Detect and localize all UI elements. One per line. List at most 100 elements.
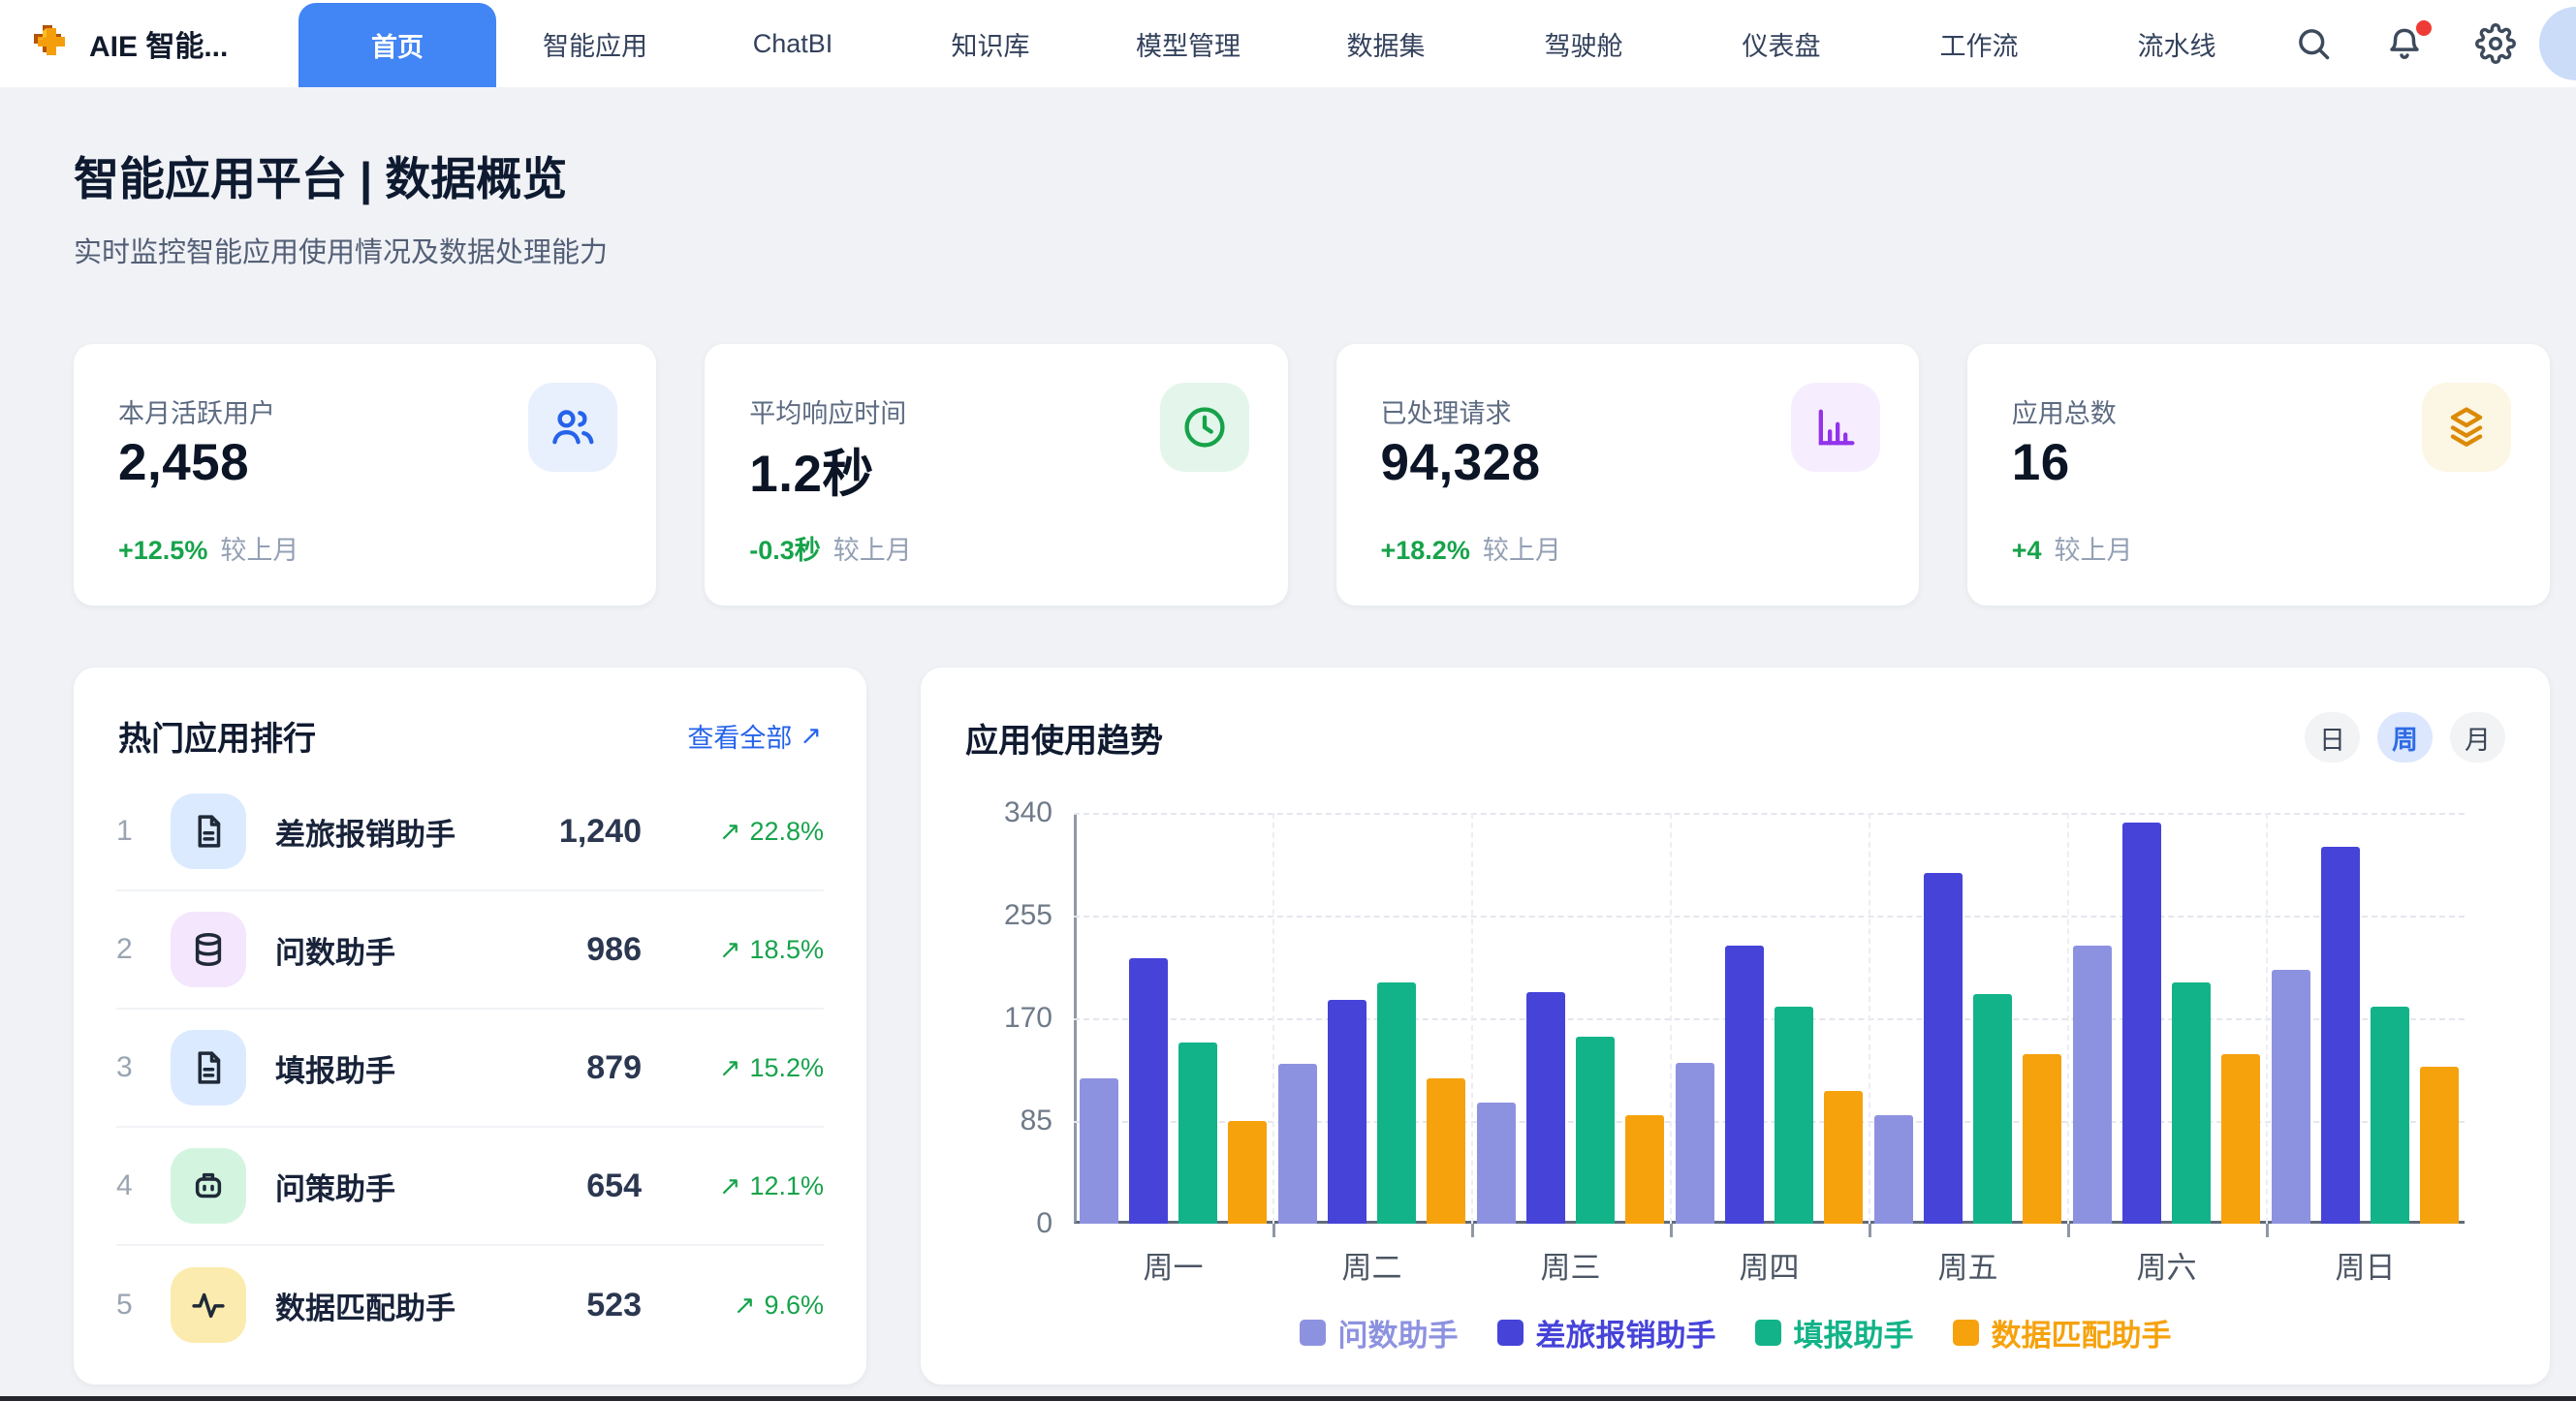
users-icon bbox=[528, 383, 618, 472]
bar-差旅报销助手-周日[interactable] bbox=[2321, 846, 2360, 1224]
x-axis-labels: 周一 周二 周三 周四 周五 周六 周日 bbox=[1074, 1243, 2465, 1287]
database-icon bbox=[171, 912, 246, 987]
stat-label: 本月活跃用户 bbox=[118, 399, 275, 428]
nav-tab-4[interactable]: 知识库 bbox=[951, 31, 1030, 61]
bar-数据匹配助手-周一[interactable] bbox=[1228, 1121, 1267, 1224]
bar-问数助手-周六[interactable] bbox=[2073, 946, 2112, 1224]
nav-tab-2[interactable]: 智能应用 bbox=[543, 31, 647, 61]
growth-percent: 15.2% bbox=[749, 1052, 824, 1082]
stat-value: 1.2秒 bbox=[749, 446, 874, 503]
bar-差旅报销助手-周一[interactable] bbox=[1129, 957, 1168, 1224]
legend-label: 问数助手 bbox=[1337, 1319, 1459, 1353]
gear-icon[interactable] bbox=[2475, 23, 2516, 64]
period-toggle-1[interactable]: 日 bbox=[2305, 712, 2360, 763]
gridline-x bbox=[1670, 813, 1672, 1224]
nav-tabs: 首页 智能应用 ChatBI 知识库 模型管理 数据集 驾驶舱 仪表盘 工作流 流水线 bbox=[298, 0, 2276, 87]
bar-填报助手-周五[interactable] bbox=[1973, 994, 2012, 1224]
bar-chart-icon bbox=[1790, 383, 1880, 472]
bar-问数助手-周日[interactable] bbox=[2272, 970, 2310, 1224]
stat-cards-row: 本月活跃用户 2,458 +12.5% 较上月 平均响应时间 1.2秒 -0.3秒 较上月 已处… bbox=[74, 344, 2550, 606]
x-axis-tick bbox=[1272, 1224, 1275, 1237]
period-toggle-2[interactable]: 周 bbox=[2377, 712, 2433, 763]
bar-差旅报销助手-周二[interactable] bbox=[1328, 1000, 1367, 1224]
trend-up-icon: ↗ bbox=[718, 934, 741, 964]
growth-percent: 12.1% bbox=[749, 1170, 824, 1200]
bar-问数助手-周一[interactable] bbox=[1080, 1078, 1118, 1224]
gridline-x bbox=[1869, 813, 1870, 1224]
bar-差旅报销助手-周五[interactable] bbox=[1924, 873, 1963, 1224]
app-rank-row-5[interactable]: 5 数据匹配助手 523 ↗ 9.6% bbox=[116, 1246, 824, 1364]
bar-差旅报销助手-周六[interactable] bbox=[2122, 823, 2161, 1224]
nav-tab-1[interactable]: 首页 bbox=[298, 3, 496, 87]
user-avatar[interactable] bbox=[2539, 7, 2576, 80]
nav-tab-8[interactable]: 仪表盘 bbox=[1742, 31, 1821, 61]
bar-group-周五 bbox=[1869, 813, 2067, 1224]
app-rank-row-4[interactable]: 4 问策助手 654 ↗ 12.1% bbox=[116, 1128, 824, 1246]
bar-差旅报销助手-周四[interactable] bbox=[1725, 946, 1764, 1224]
bar-数据匹配助手-周三[interactable] bbox=[1625, 1114, 1664, 1224]
stat-delta-row: -0.3秒 较上月 bbox=[749, 529, 912, 567]
y-axis-tick-label: 255 bbox=[1003, 899, 1052, 931]
notification-dot bbox=[2412, 16, 2435, 40]
app-rank-row-2[interactable]: 2 问数助手 986 ↗ 18.5% bbox=[116, 891, 824, 1010]
app-rank-row-3[interactable]: 3 填报助手 879 ↗ 15.2% bbox=[116, 1010, 824, 1128]
bar-填报助手-周二[interactable] bbox=[1377, 981, 1416, 1224]
bar-数据匹配助手-周二[interactable] bbox=[1427, 1078, 1465, 1224]
app-growth: ↗ 15.2% bbox=[676, 1053, 824, 1083]
nav-tab-6[interactable]: 数据集 bbox=[1346, 31, 1426, 61]
gridline-x bbox=[2067, 813, 2069, 1224]
bar-填报助手-周六[interactable] bbox=[2172, 981, 2211, 1224]
bar-数据匹配助手-周四[interactable] bbox=[1824, 1090, 1863, 1224]
y-axis-tick-label: 340 bbox=[1003, 796, 1052, 828]
view-all-link[interactable]: 查看全部 ↗ bbox=[687, 717, 822, 755]
bar-差旅报销助手-周三[interactable] bbox=[1526, 991, 1565, 1224]
bar-数据匹配助手-周五[interactable] bbox=[2023, 1054, 2061, 1224]
legend-label: 数据匹配助手 bbox=[1991, 1319, 2172, 1353]
stat-label: 已处理请求 bbox=[1380, 399, 1512, 428]
bar-问数助手-周三[interactable] bbox=[1477, 1103, 1516, 1224]
legend-item-2[interactable]: 差旅报销助手 bbox=[1496, 1311, 1716, 1354]
bar-数据匹配助手-周六[interactable] bbox=[2221, 1054, 2260, 1224]
document-icon bbox=[171, 794, 246, 869]
nav-tab-3[interactable]: ChatBI bbox=[752, 28, 833, 58]
nav-tab-10[interactable]: 流水线 bbox=[2137, 31, 2216, 61]
legend-item-3[interactable]: 填报助手 bbox=[1754, 1311, 1914, 1354]
legend-label: 填报助手 bbox=[1793, 1319, 1914, 1353]
bar-填报助手-周四[interactable] bbox=[1775, 1006, 1813, 1224]
bar-问数助手-周五[interactable] bbox=[1874, 1114, 1913, 1224]
bar-填报助手-周一[interactable] bbox=[1178, 1042, 1217, 1224]
panels-row: 热门应用排行 查看全部 ↗ 1 差旅报销助手 1,240 ↗ 22.8% 2 问数助手 986… bbox=[74, 668, 2550, 1385]
growth-percent: 18.5% bbox=[749, 934, 824, 964]
bar-填报助手-周三[interactable] bbox=[1576, 1036, 1615, 1224]
nav-tab-5[interactable]: 模型管理 bbox=[1136, 31, 1241, 61]
legend-item-4[interactable]: 数据匹配助手 bbox=[1952, 1311, 2172, 1354]
rank-number: 3 bbox=[116, 1051, 133, 1083]
nav-tab-7[interactable]: 驾驶舱 bbox=[1544, 31, 1623, 61]
period-toggle-3[interactable]: 月 bbox=[2450, 712, 2505, 763]
bar-问数助手-周二[interactable] bbox=[1278, 1064, 1317, 1224]
period-toggle-group: 日周月 bbox=[2305, 712, 2505, 763]
bar-数据匹配助手-周日[interactable] bbox=[2420, 1066, 2459, 1224]
page-subtitle: 实时监控智能应用使用情况及数据处理能力 bbox=[74, 237, 609, 268]
x-axis-tick bbox=[2266, 1224, 2269, 1237]
app-growth: ↗ 22.8% bbox=[676, 817, 824, 847]
x-axis-tick bbox=[2067, 1224, 2070, 1237]
app-name: 问数助手 bbox=[275, 935, 395, 970]
legend-item-1[interactable]: 问数助手 bbox=[1299, 1311, 1459, 1354]
app-growth: ↗ 9.6% bbox=[676, 1291, 824, 1321]
bell-icon[interactable] bbox=[2384, 16, 2435, 64]
app-rank-row-1[interactable]: 1 差旅报销助手 1,240 ↗ 22.8% bbox=[116, 773, 824, 891]
bar-group-周三 bbox=[1471, 813, 1670, 1224]
search-icon[interactable] bbox=[2293, 23, 2334, 64]
bar-填报助手-周日[interactable] bbox=[2371, 1006, 2409, 1224]
bar-group-周二 bbox=[1272, 813, 1471, 1224]
trend-up-icon: ↗ bbox=[733, 1290, 756, 1320]
rank-number: 1 bbox=[116, 815, 133, 847]
nav-tab-9[interactable]: 工作流 bbox=[1939, 31, 2019, 61]
growth-percent: 9.6% bbox=[764, 1290, 824, 1320]
gridline-y bbox=[1074, 1018, 2465, 1020]
bar-问数助手-周四[interactable] bbox=[1676, 1063, 1714, 1224]
app-name: 问策助手 bbox=[275, 1171, 395, 1206]
top-apps-title: 热门应用排行 bbox=[118, 721, 316, 758]
x-axis-label: 周五 bbox=[1937, 1251, 1998, 1285]
